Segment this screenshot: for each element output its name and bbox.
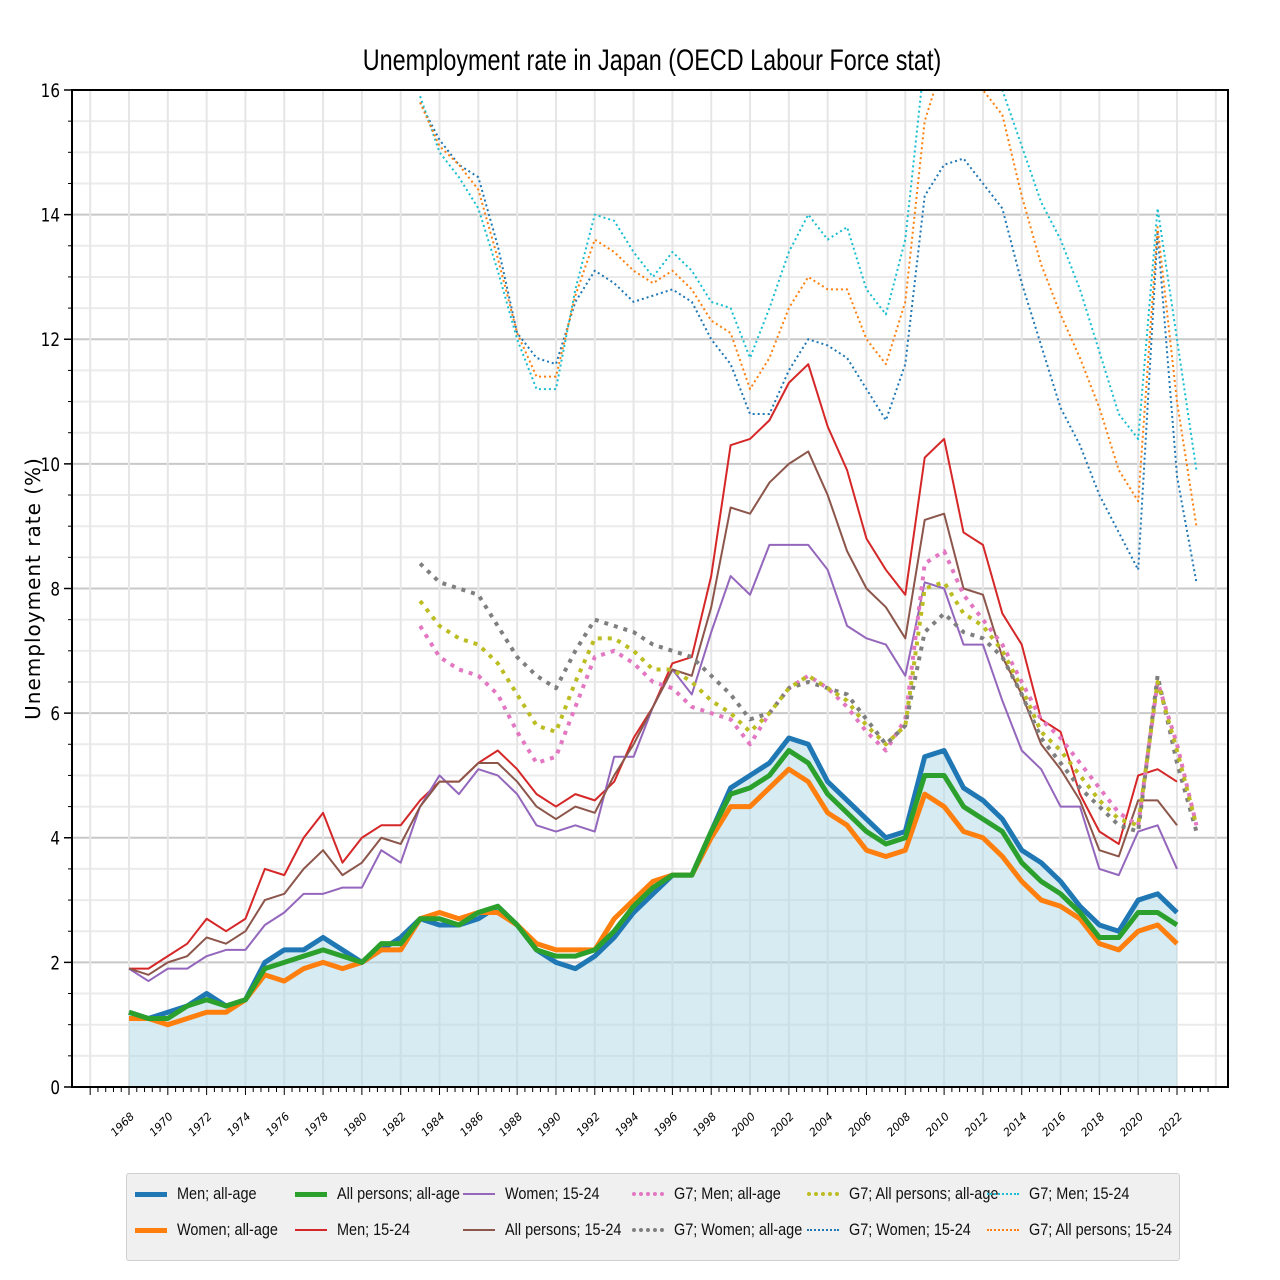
legend-item-all-persons-15-24: All persons; 15-24: [463, 1216, 642, 1244]
legend-swatch: [295, 1229, 327, 1231]
y-tick-label: 10: [41, 454, 60, 476]
series-line-men-all-age: [128, 735, 1179, 1021]
legend-swatch: [463, 1193, 495, 1195]
legend-swatch: [987, 1193, 1019, 1195]
series-line-g7-women-all-age: [418, 562, 1199, 834]
legend-label: G7; Women; 15-24: [849, 1220, 971, 1239]
series-line-all-persons-15-24: [128, 450, 1178, 976]
legend: Men; all-age Women; all-age All persons; a…: [126, 1173, 1180, 1261]
series-lines: [128, 90, 1199, 1028]
legend-label: Women; all-age: [177, 1220, 278, 1239]
series-line-g7-women-15-24: [419, 102, 1198, 583]
y-axis-label: Unemployment rate (%): [21, 457, 45, 720]
legend-swatch: [987, 1229, 1019, 1231]
legend-item-all-persons-all-age: All persons; all-age: [295, 1180, 482, 1208]
legend-item-g7-women-all-age: G7; Women; all-age: [632, 1216, 825, 1244]
legend-item-g7-men-all-age: G7; Men; all-age: [632, 1180, 800, 1208]
legend-item-women-15-24: Women; 15-24: [463, 1180, 616, 1208]
y-tick-label: 4: [50, 828, 60, 850]
legend-swatch: [295, 1191, 327, 1197]
legend-swatch: [807, 1229, 839, 1231]
legend-label: G7; Men; all-age: [674, 1184, 781, 1203]
legend-label: G7; Men; 15-24: [1029, 1184, 1130, 1203]
y-tick-label: 0: [50, 1077, 60, 1099]
legend-label: G7; All persons; 15-24: [1029, 1220, 1172, 1239]
y-tick-label: 12: [41, 330, 60, 352]
y-tick-label: 14: [41, 205, 60, 227]
chart-title: Unemployment rate in Japan (OECD Labour …: [363, 43, 941, 76]
y-tick-label: 2: [50, 953, 60, 975]
legend-item-men-all-age: Men; all-age: [135, 1180, 271, 1208]
legend-label: Women; 15-24: [505, 1184, 600, 1203]
series-line-g7-all-persons-15-24: [419, 90, 1198, 527]
legend-item-g7-women-15-24: G7; Women; 15-24: [807, 1216, 992, 1244]
legend-item-g7-men-15-24: G7; Men; 15-24: [987, 1180, 1147, 1208]
legend-item-g7-all-persons-all-age: G7; All persons; all-age: [807, 1180, 1025, 1208]
legend-item-women-all-age: Women; all-age: [135, 1216, 296, 1244]
y-axis-ticks: 0 2 4 6 8 10 12 14 16: [41, 80, 72, 1100]
series-line-g7-men-all-age: [418, 549, 1199, 828]
series-line-g7-men-15-24: [419, 90, 1198, 471]
legend-label: All persons; all-age: [337, 1184, 460, 1203]
y-tick-label: 6: [50, 704, 60, 726]
legend-swatch: [135, 1191, 167, 1197]
legend-label: G7; All persons; all-age: [849, 1184, 999, 1203]
y-tick-label: 16: [41, 80, 60, 102]
legend-label: All persons; 15-24: [505, 1220, 622, 1239]
series-line-all-persons-all-age: [128, 748, 1179, 1021]
legend-swatch: [135, 1227, 167, 1233]
legend-swatch: [632, 1228, 664, 1232]
legend-swatch: [807, 1192, 839, 1196]
series-line-women-all-age: [129, 766, 1179, 1028]
legend-swatch: [632, 1192, 664, 1196]
y-tick-label: 8: [50, 579, 60, 601]
legend-label: Men; all-age: [177, 1184, 257, 1203]
legend-swatch: [463, 1229, 495, 1231]
legend-label: G7; Women; all-age: [674, 1220, 803, 1239]
legend-item-g7-all-persons-15-24: G7; All persons; 15-24: [987, 1216, 1197, 1244]
legend-item-men-15-24: Men; 15-24: [295, 1216, 423, 1244]
legend-label: Men; 15-24: [337, 1220, 411, 1239]
